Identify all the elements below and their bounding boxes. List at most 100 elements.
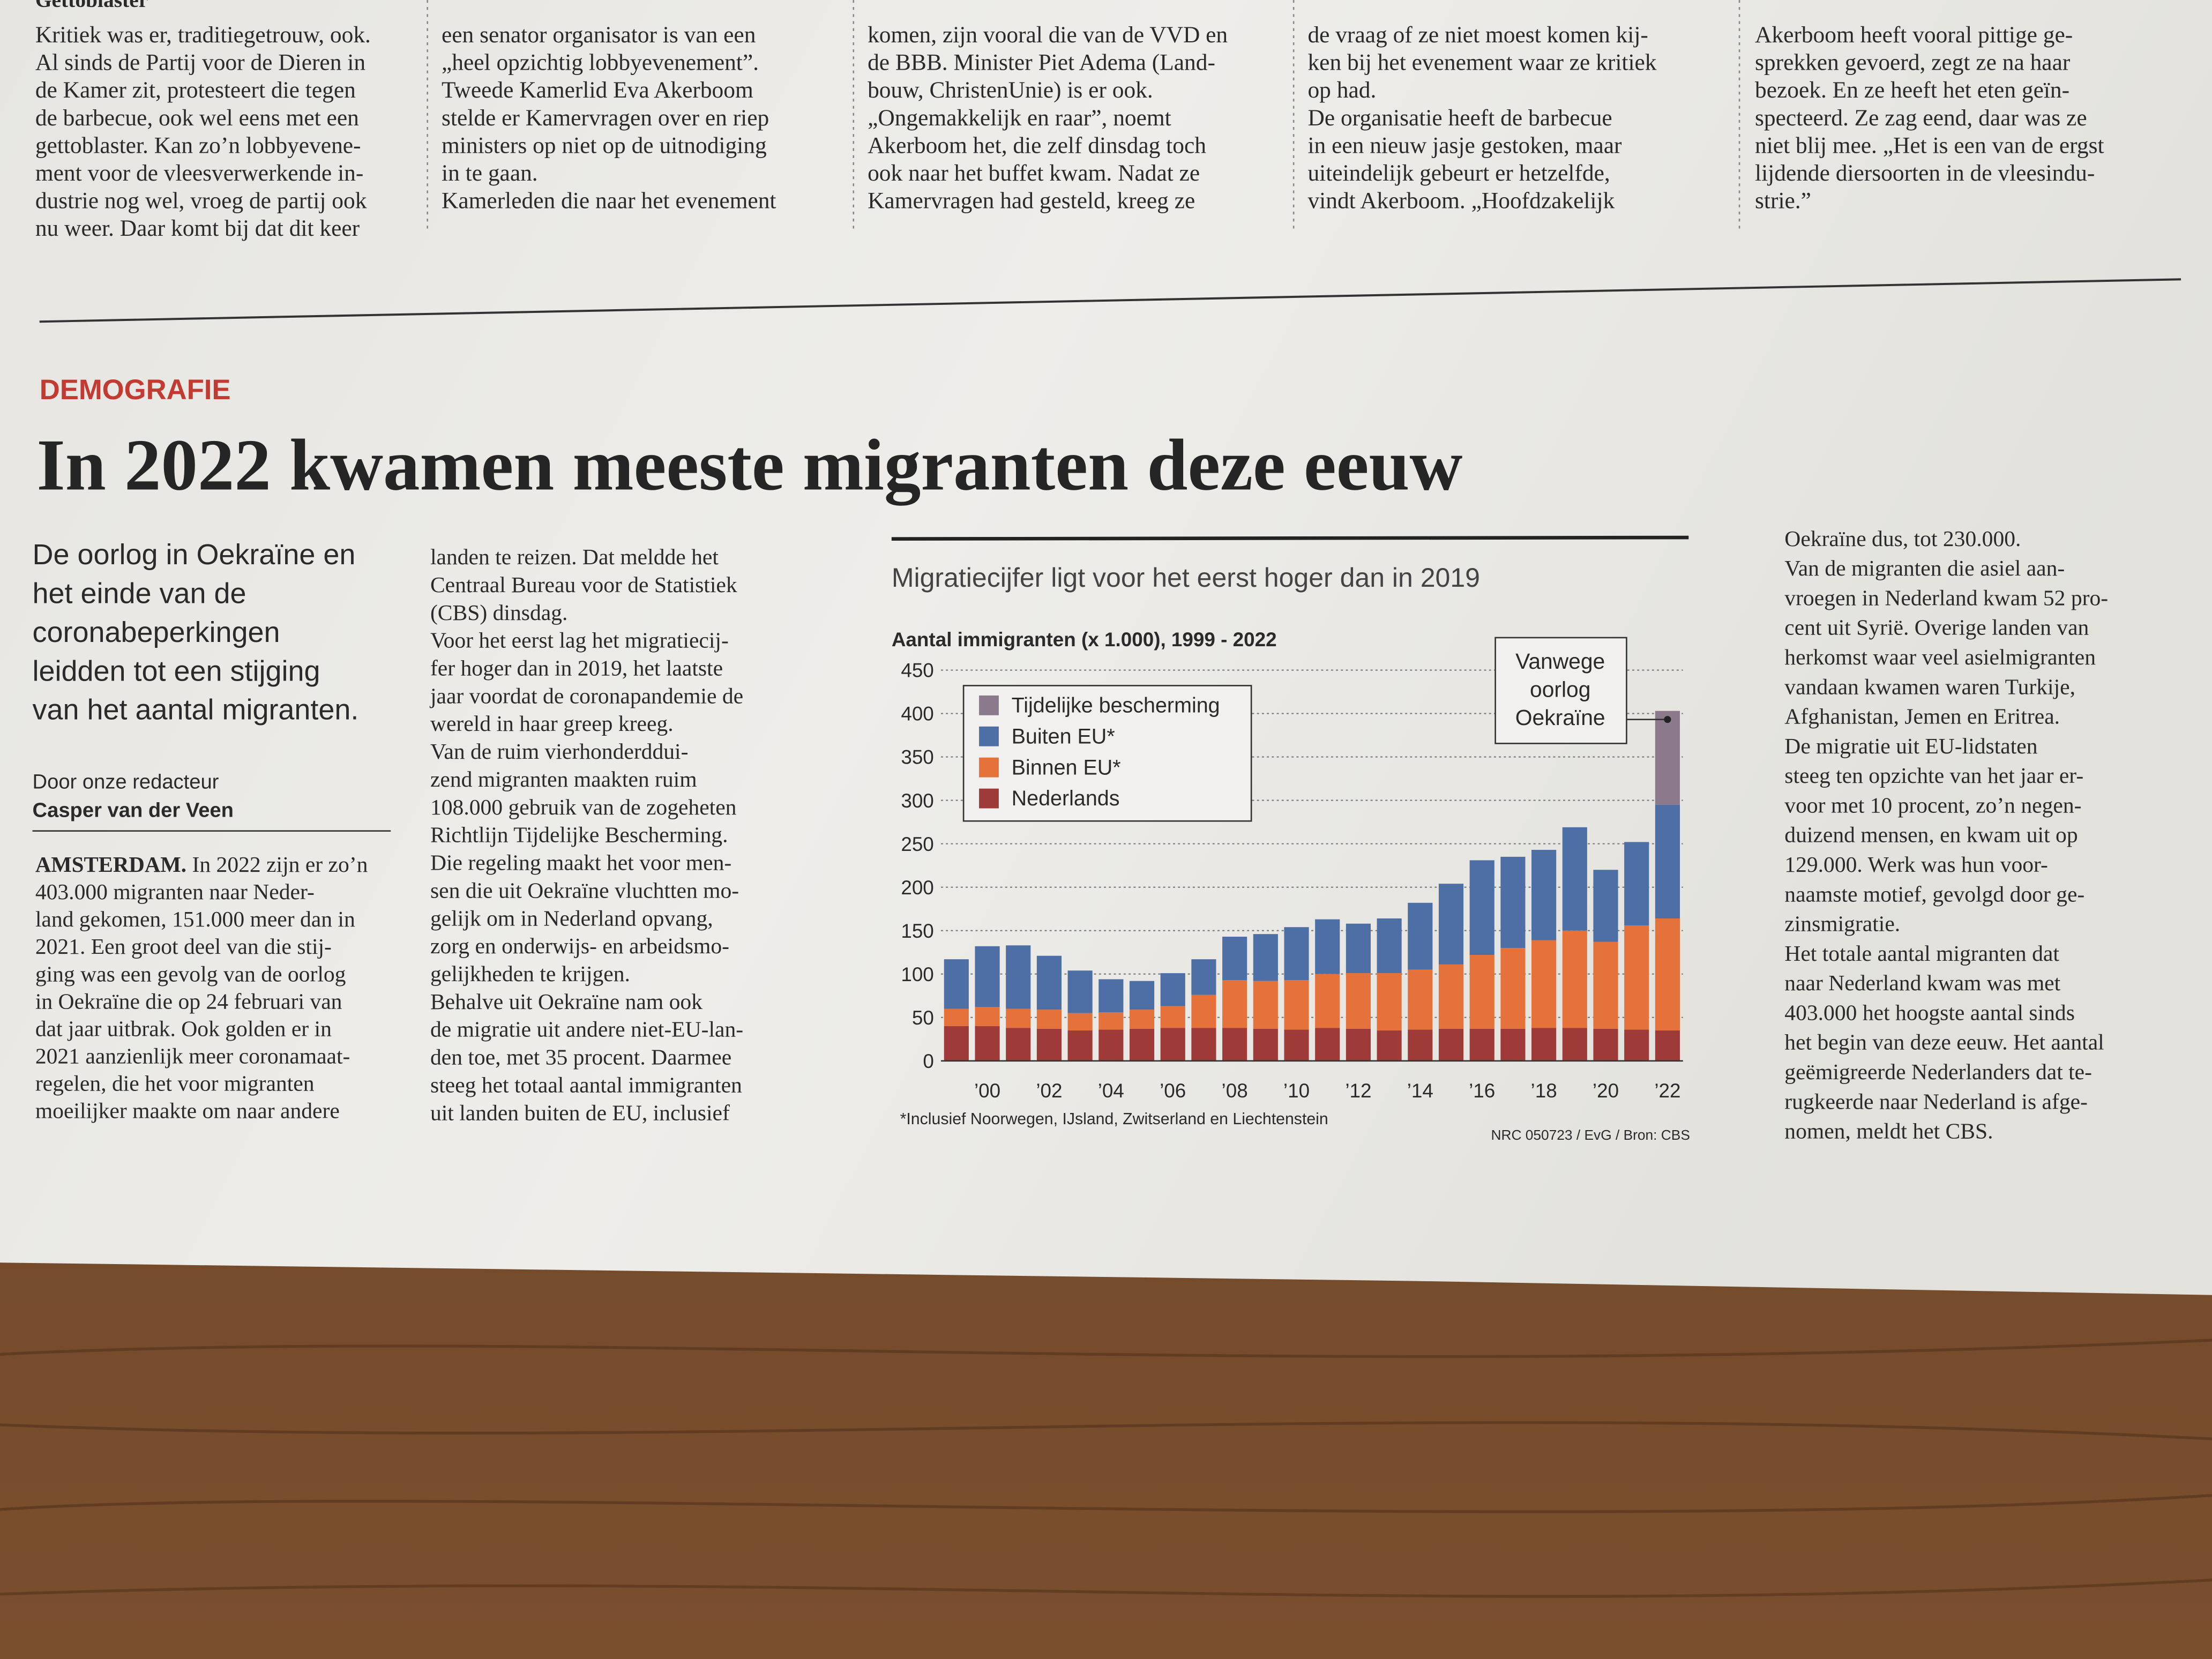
legend-label: Nederlands: [1012, 787, 1120, 810]
headline: In 2022 kwamen meeste migranten deze eeu…: [36, 424, 1462, 506]
body-line: moeilijker maakte om naar andere: [35, 1098, 340, 1123]
prev-text-line: specteerd. Ze zag eend, daar was ze: [1755, 105, 2087, 131]
chart-source: NRC 050723 / EvG / Bron: CBS: [1491, 1127, 1690, 1143]
bar-segment: [1655, 711, 1680, 805]
bar-segment: [1593, 1028, 1618, 1061]
body-line: 2021. Een groot deel van die stij-: [35, 934, 332, 959]
bar-segment: [1500, 1028, 1526, 1061]
annotation-box: [1494, 637, 1627, 744]
body-line: uit landen buiten de EU, inclusief: [430, 1100, 730, 1125]
body-line: 403.000 het hoogste aantal sinds: [1784, 1000, 2075, 1025]
prev-text-line: bouw, ChristenUnie) is er ook.: [868, 77, 1153, 103]
chart: 0 50 100 150 200 250 300 350 400 450 ’00 ’02 ’04 ’06 ’…: [901, 637, 1683, 1102]
body-line: het begin van deze eeuw. Het aantal: [1784, 1030, 2104, 1055]
bar-segment: [1160, 1028, 1185, 1061]
annotation-line: oorlog: [1530, 677, 1590, 702]
chart-title: Migratiecijfer ligt voor het eerst hoger…: [892, 563, 1480, 593]
x-tick-label: ’10: [1283, 1080, 1310, 1102]
y-tick-label: 450: [901, 660, 933, 682]
y-tick-label: 350: [901, 746, 933, 768]
bar-segment: [1469, 860, 1494, 955]
bar-segment: [1408, 902, 1433, 970]
prev-text-line: de BBB. Minister Piet Adema (Land-: [868, 50, 1215, 76]
body-line: 129.000. Werk was hun voor-: [1784, 852, 2048, 877]
bar-segment: [1191, 959, 1216, 995]
body-line: nomen, meldt het CBS.: [1784, 1119, 1993, 1144]
bar-segment: [1438, 884, 1464, 965]
bar-segment: [1500, 856, 1526, 948]
annotation-dot: [1664, 716, 1671, 723]
body-line: wereld in haar greep kreeg.: [430, 711, 674, 736]
x-tick-label: ’02: [1036, 1080, 1062, 1102]
body-line: Behalve uit Oekraïne nam ook: [430, 989, 703, 1014]
prev-text-line: stelde er Kamervragen over en riep: [442, 105, 769, 131]
prev-text-line: op had.: [1307, 77, 1376, 103]
body-line: steeg ten opzichte van het jaar er-: [1784, 763, 2083, 788]
bar-segment: [1624, 842, 1649, 925]
legend-swatch: [979, 788, 999, 809]
y-tick-label: 150: [901, 920, 933, 942]
prev-text-line: de Kamer zit, protesteert die tegen: [35, 77, 356, 103]
prev-text-line: Akerboom heeft vooral pittige ge-: [1755, 22, 2073, 48]
bar-segment: [944, 1026, 969, 1061]
body-line: duizend mensen, en kwam uit op: [1784, 823, 2078, 847]
legend-swatch: [979, 695, 999, 715]
bar-segment: [1562, 930, 1587, 1028]
x-tick-label: ’00: [974, 1080, 1000, 1102]
legend-box: [962, 685, 1252, 822]
bar-segment: [1253, 1028, 1278, 1061]
legend-label: Binnen EU*: [1012, 756, 1121, 779]
intro-line: leidden tot een stijging: [33, 655, 320, 687]
body-line: steeg het totaal aantal immigranten: [430, 1072, 742, 1097]
prev-text-line: in te gaan.: [442, 160, 538, 186]
bar-segment: [944, 1008, 969, 1026]
bar-segment: [1315, 919, 1340, 974]
bar-segment: [1531, 1028, 1557, 1061]
body-line: 108.000 gebruik van de zogeheten: [430, 795, 737, 819]
bar-segment: [1346, 973, 1371, 1029]
bar-segment: [1191, 995, 1216, 1028]
bar-segment: [1593, 941, 1618, 1029]
bar-segment: [1655, 1030, 1680, 1061]
body-line: gelijk om in Nederland opvang,: [430, 906, 713, 930]
body-line: Richtlijn Tijdelijke Bescherming.: [430, 823, 728, 847]
body-line: Oekraïne dus, tot 230.000.: [1784, 526, 2021, 551]
prev-text-line: „Ongemakkelijk en raar”, noemt: [868, 105, 1171, 131]
y-tick-label: 300: [901, 790, 933, 812]
bar-segment: [1438, 1028, 1464, 1061]
bar-segment: [1655, 804, 1680, 918]
bar-segment: [1408, 969, 1433, 1030]
body-line: Voor het eerst lag het migratiecij-: [430, 628, 729, 653]
bar-segment: [1377, 918, 1402, 974]
body-line: Afghanistan, Jemen en Eritrea.: [1784, 704, 2060, 729]
bar-segment: [1129, 981, 1155, 1010]
bar-segment: [1438, 964, 1464, 1029]
x-tick-label: ’12: [1345, 1080, 1371, 1102]
bar-segment: [1346, 923, 1371, 974]
bar-segment: [1036, 1010, 1062, 1029]
bar-segment: [1469, 1028, 1494, 1061]
prev-text-line: Tweede Kamerlid Eva Akerboom: [442, 77, 753, 103]
bar-segment: [1098, 979, 1124, 1013]
body-line: dat jaar uitbrak. Ook golden er in: [35, 1016, 332, 1041]
bar-segment: [1006, 1008, 1031, 1028]
body-line: Van de migranten die asiel aan-: [1784, 556, 2065, 580]
prev-text-line: komen, zijn vooral die van de VVD en: [868, 22, 1228, 48]
body-line: voor met 10 procent, zo’n negen-: [1784, 793, 2081, 817]
prev-text-line: gettoblaster. Kan zo’n lobbyevene-: [35, 132, 361, 158]
byline-label: Door onze redacteur: [33, 771, 219, 794]
body-line: cent uit Syrië. Overige landen van: [1784, 615, 2089, 640]
legend-label: Buiten EU*: [1012, 724, 1115, 748]
prev-text-line: Kritiek was er, traditiegetrouw, ook.: [35, 22, 371, 48]
bar-segment: [1531, 849, 1557, 940]
prev-text-line: de barbecue, ook wel eens met een: [35, 105, 359, 131]
legend-label: Tijdelijke bescherming: [1012, 693, 1220, 717]
x-tick-label: ’04: [1098, 1080, 1124, 1102]
bar-segment: [975, 946, 1000, 1007]
bar-segment: [1036, 955, 1062, 1010]
bar-segment: [1160, 973, 1185, 1006]
body-line: jaar voordat de coronapandemie de: [429, 683, 743, 708]
bar-segment: [975, 1007, 1000, 1026]
bar-segment: [1593, 870, 1618, 942]
